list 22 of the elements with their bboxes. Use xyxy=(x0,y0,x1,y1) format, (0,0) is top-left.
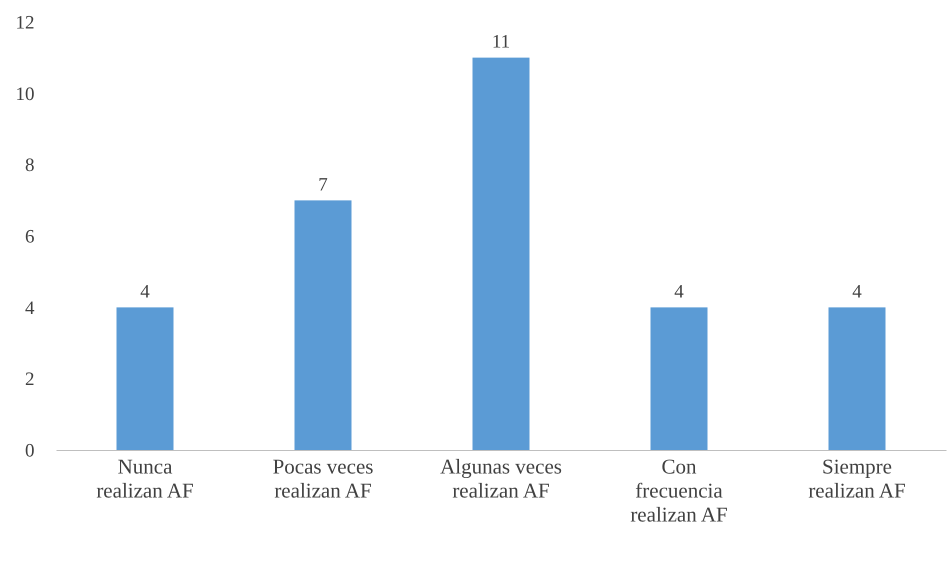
x-tick-label: Algunas veces realizan AF xyxy=(440,454,562,502)
bar xyxy=(650,307,708,450)
bar xyxy=(472,58,530,450)
y-tick-label: 2 xyxy=(25,369,34,390)
x-tick-label: Siempre realizan AF xyxy=(808,454,906,502)
data-label: 7 xyxy=(318,174,328,196)
y-tick-label: 8 xyxy=(25,155,34,176)
x-tick-label: Con frecuencia realizan AF xyxy=(630,454,728,526)
data-label: 4 xyxy=(140,281,150,302)
bar xyxy=(116,307,174,450)
y-tick-label: 6 xyxy=(25,226,34,248)
y-tick-label: 10 xyxy=(16,84,34,105)
data-label: 4 xyxy=(674,281,684,302)
x-tick-label: Nunca realizan AF xyxy=(96,454,194,502)
bar xyxy=(828,307,886,450)
data-label: 4 xyxy=(852,281,862,302)
y-tick-label: 0 xyxy=(25,440,34,462)
x-tick-label: Pocas veces realizan AF xyxy=(272,454,374,502)
data-label: 11 xyxy=(492,32,510,53)
y-tick-label: 4 xyxy=(25,298,35,319)
bar xyxy=(294,200,352,450)
y-tick-label: 12 xyxy=(16,12,34,34)
